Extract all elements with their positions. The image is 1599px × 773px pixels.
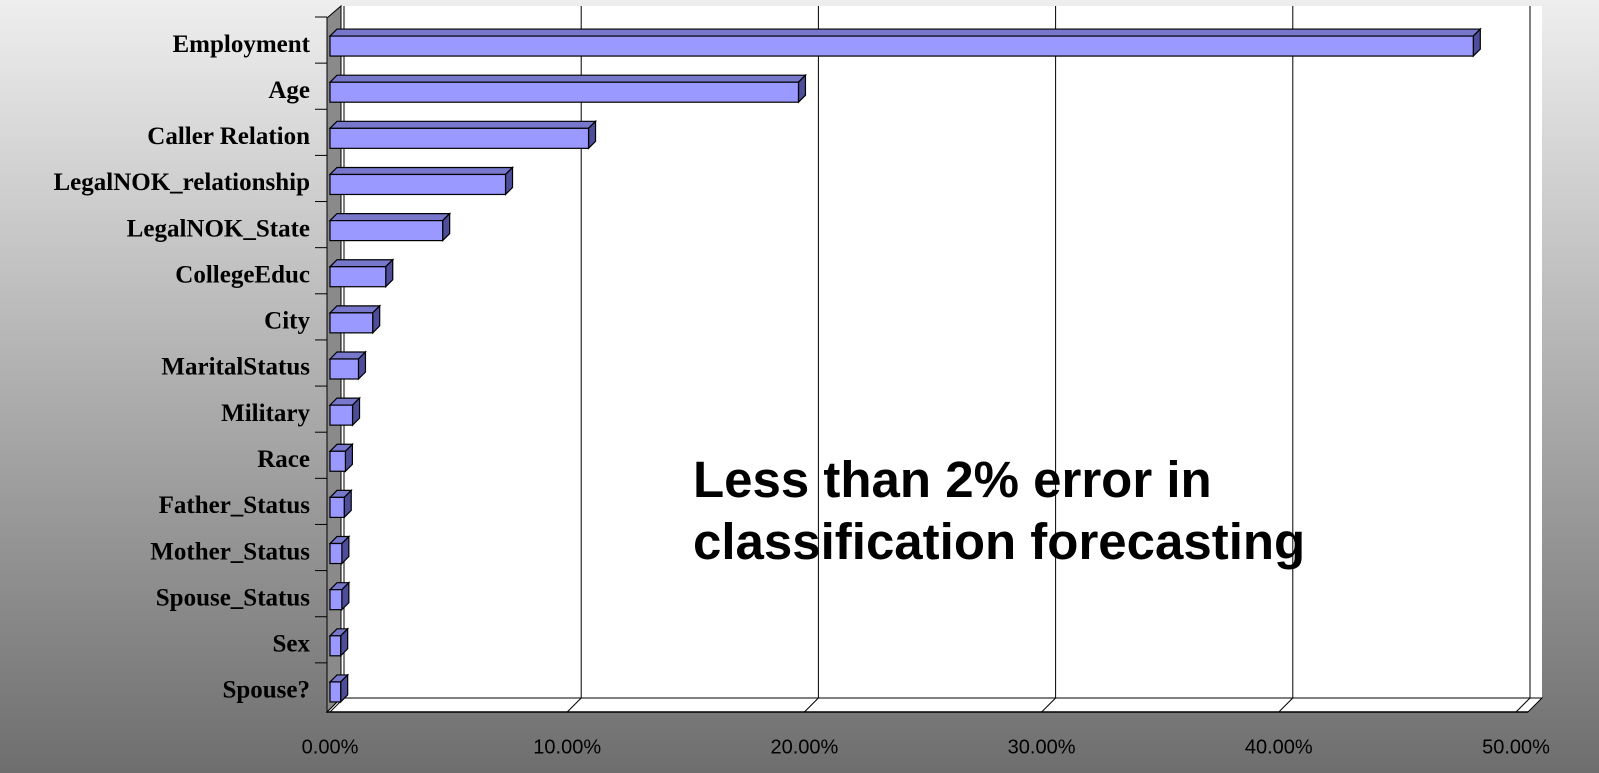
bar [328, 119, 597, 150]
y-tick-label: Military [221, 400, 310, 427]
grid-line [1515, 697, 1531, 713]
annotation: classification forecasting [693, 513, 1305, 570]
bar-top [328, 120, 597, 129]
bar-top [328, 28, 1482, 37]
bar-front [329, 358, 360, 380]
bar [328, 212, 452, 243]
floor [325, 697, 1544, 713]
bar-top [328, 213, 452, 222]
y-tick-label: MaritalStatus [161, 354, 310, 381]
bar-top [328, 74, 807, 83]
y-tick-label: Age [268, 77, 310, 104]
y-tick-label: LegalNOK_State [127, 215, 310, 242]
bar-top [328, 166, 514, 176]
bar [328, 488, 353, 519]
x-tick-label: 10.00% [533, 736, 601, 758]
y-tick-label: Spouse_Status [156, 584, 310, 611]
y-tick-label: CollegeEduc [175, 261, 310, 288]
bar [328, 673, 350, 704]
bar-front [329, 542, 343, 565]
bar-front [329, 635, 342, 657]
bar [328, 442, 354, 473]
y-tick-label: Sex [273, 631, 311, 658]
bar-front [329, 404, 354, 426]
y-tick-label: Employment [173, 31, 311, 58]
back-wall [341, 6, 1542, 698]
x-tick-label: 0.00% [302, 736, 359, 758]
bar [328, 258, 395, 289]
bar [328, 535, 351, 565]
bar-front [329, 450, 347, 472]
bar [328, 350, 367, 381]
bar-front [329, 589, 343, 611]
x-tick-label: 20.00% [770, 736, 838, 758]
y-tick-label: Father_Status [159, 492, 311, 519]
grid-line [1041, 697, 1056, 713]
bar-front [329, 220, 444, 242]
y-tick-label: Caller Relation [147, 123, 310, 150]
bar-front [329, 35, 1474, 57]
grid-line [804, 697, 819, 713]
bar-front [329, 81, 800, 103]
bar [328, 396, 361, 427]
annotation: Less than 2% error in [693, 451, 1212, 508]
y-tick-label: LegalNOK_relationship [53, 169, 310, 196]
x-tick-label: 30.00% [1008, 736, 1076, 758]
grid-line [1278, 697, 1294, 713]
x-tick-label: 40.00% [1245, 736, 1313, 758]
bar-front [329, 127, 590, 149]
y-tick-label: Race [257, 446, 310, 473]
bar-front [329, 312, 374, 334]
bar-front [329, 266, 387, 288]
bar-front [329, 496, 345, 518]
x-tick-label: 50.00% [1482, 736, 1550, 758]
bar-top [328, 305, 382, 314]
bar-front [329, 681, 342, 703]
bar [328, 73, 807, 104]
y-tick-label: Spouse? [222, 677, 310, 704]
bar [328, 166, 514, 196]
y-tick-label: City [264, 308, 310, 335]
bar [328, 27, 1482, 58]
bar-front [329, 173, 507, 196]
y-tick-label: Mother_Status [150, 538, 310, 565]
bar [328, 304, 382, 335]
grid-line [566, 697, 582, 713]
bar [328, 581, 351, 612]
bar [328, 627, 350, 658]
bar-top [328, 259, 395, 268]
